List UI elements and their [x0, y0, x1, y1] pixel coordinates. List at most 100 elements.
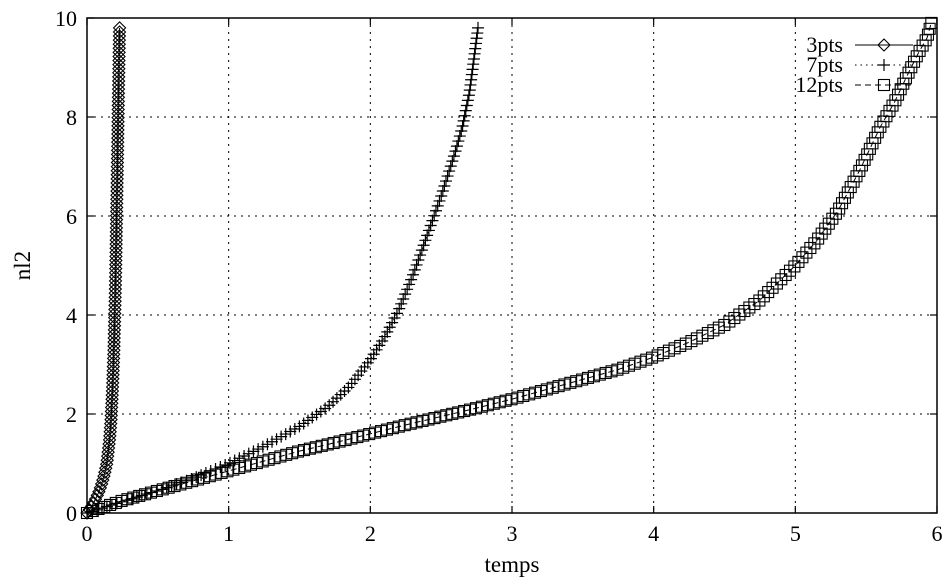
y-axis-label: nl2 [10, 251, 35, 280]
plus-marker [408, 263, 421, 276]
square-marker [792, 255, 805, 268]
plus-marker [460, 99, 473, 112]
plus-marker [435, 189, 448, 202]
plus-marker [468, 47, 481, 60]
legend-label: 12pts [795, 72, 843, 97]
plus-marker [410, 258, 423, 271]
plus-marker [441, 170, 454, 183]
legend-label: 3pts [806, 32, 843, 57]
plus-marker [465, 73, 478, 86]
square-marker [775, 273, 788, 286]
diamond-marker [98, 461, 113, 475]
plus-marker [399, 288, 412, 301]
plus-marker [405, 273, 418, 286]
plus-marker [457, 114, 470, 127]
square-marker [753, 294, 766, 307]
plus-marker [465, 68, 478, 81]
square-marker [788, 260, 801, 273]
plus-marker [421, 229, 434, 242]
plus-marker [426, 214, 439, 227]
diamond-marker [98, 465, 112, 479]
plus-marker [415, 244, 428, 257]
plus-marker [219, 458, 232, 471]
plus-marker [419, 234, 432, 247]
plus-marker [247, 445, 260, 458]
square-marker [766, 281, 779, 294]
plus-marker [412, 253, 425, 266]
square-marker [804, 241, 817, 255]
plus-marker [252, 443, 265, 456]
plus-marker [443, 165, 456, 178]
plus-marker [395, 297, 408, 310]
plus-marker [436, 185, 449, 198]
square-marker [757, 290, 770, 303]
plus-marker [469, 42, 482, 55]
y-tick-labels: 0 2 4 6 8 10 [55, 6, 77, 526]
plus-marker [195, 469, 208, 482]
plus-marker [452, 135, 465, 148]
plus-marker [422, 224, 435, 237]
plus-marker [469, 37, 482, 50]
y-tick-label: 4 [66, 303, 77, 328]
plus-marker [388, 311, 401, 324]
plus-marker [393, 302, 406, 315]
plus-marker [878, 59, 890, 71]
square-marker [779, 268, 792, 282]
x-tick-label: 6 [932, 521, 943, 546]
plus-marker [429, 204, 442, 217]
x-tick-label: 1 [223, 521, 234, 546]
plus-marker [424, 219, 437, 232]
series-7pts [81, 21, 484, 519]
square-marker [770, 277, 783, 290]
diamond-marker [92, 484, 106, 499]
y-tick-label: 0 [66, 501, 77, 526]
plus-marker [433, 194, 446, 207]
plus-marker [467, 53, 480, 66]
plus-marker [472, 21, 484, 34]
square-marker [877, 78, 891, 92]
plus-marker [428, 209, 441, 222]
plus-marker [456, 119, 469, 132]
square-marker [925, 16, 938, 30]
plus-marker [431, 199, 444, 212]
plus-marker [461, 94, 474, 107]
y-tick-label: 6 [66, 204, 77, 229]
plus-marker [458, 109, 471, 122]
square-marker [796, 251, 809, 264]
diamond-marker [96, 473, 110, 487]
series-3pts [80, 21, 127, 520]
y-tick-label: 10 [55, 6, 77, 31]
plus-marker [455, 125, 468, 138]
plus-marker [447, 150, 460, 163]
x-tick-label: 4 [648, 521, 659, 546]
grid [87, 18, 937, 513]
diamond-marker [112, 21, 127, 35]
square-marker [800, 246, 813, 259]
x-tick-label: 0 [82, 521, 93, 546]
plus-marker [449, 145, 462, 158]
x-tick-label: 5 [790, 521, 801, 546]
plus-marker [439, 175, 452, 188]
plus-marker [446, 155, 459, 168]
diamond-marker [877, 38, 891, 52]
plus-marker [444, 160, 457, 173]
plus-marker [463, 84, 476, 97]
plus-marker [386, 316, 399, 329]
x-tick-labels: 0 1 2 3 4 5 6 [82, 521, 943, 546]
series-layer [80, 16, 938, 520]
plus-marker [438, 180, 451, 193]
plus-marker [464, 78, 477, 91]
plus-marker [401, 283, 414, 296]
diamond-marker [93, 481, 108, 495]
square-marker [783, 264, 797, 277]
series-12pts [80, 16, 938, 520]
plus-marker [407, 268, 420, 281]
x-tick-label: 3 [507, 521, 518, 546]
plus-marker [417, 239, 430, 252]
plus-marker [397, 292, 410, 305]
legend-label: 7pts [806, 52, 843, 77]
plus-marker [403, 278, 416, 291]
plus-marker [383, 321, 396, 334]
